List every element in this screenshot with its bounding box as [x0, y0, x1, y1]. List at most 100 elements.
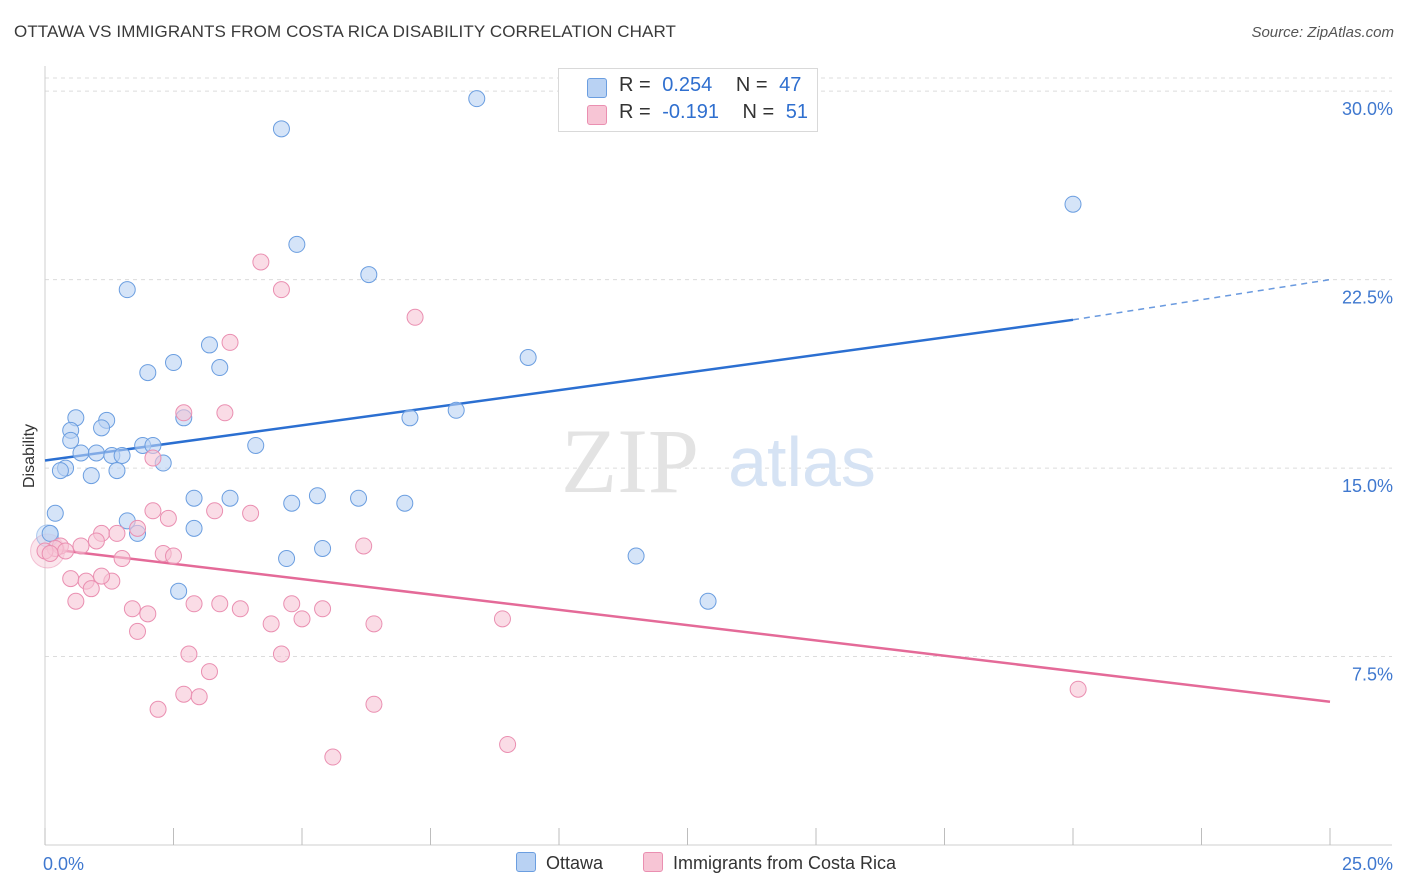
x-tick-label: 0.0% [43, 854, 84, 874]
costa-rica-point [67, 592, 85, 610]
ottawa-point [51, 462, 69, 480]
costa-rica-point [113, 550, 131, 568]
ottawa-point [283, 494, 301, 512]
costa-rica-point [242, 504, 260, 522]
watermark-atlas: atlas [728, 423, 876, 501]
ottawa-point [185, 489, 203, 507]
costa-rica-point [175, 404, 193, 422]
ottawa-point [46, 504, 64, 522]
ottawa-point [308, 487, 326, 505]
costa-rica-point [293, 610, 311, 628]
costa-rica-point [272, 281, 290, 299]
costa-rica-point [139, 605, 157, 623]
costa-rica-point [123, 600, 141, 618]
costa-rica-r-value: -0.191 [662, 101, 719, 123]
ottawa-point [211, 359, 229, 377]
costa-rica-point [57, 542, 75, 560]
costa-rica-point [493, 610, 511, 628]
ottawa-point [87, 444, 105, 462]
ottawa-point [108, 462, 126, 480]
ottawa-point [72, 444, 90, 462]
costa-rica-point [180, 645, 198, 663]
ottawa-point [272, 120, 290, 138]
costa-rica-point [272, 645, 290, 663]
costa-rica-point [159, 509, 177, 527]
ottawa-n-label: N = [735, 74, 768, 96]
ottawa-trend-line [44, 318, 1074, 462]
costa-rica-point [314, 600, 332, 618]
ottawa-point [401, 409, 419, 427]
costa-rica-point [1069, 680, 1087, 698]
costa-rica-point [365, 695, 383, 713]
watermark-zip: ZIP [561, 410, 699, 512]
costa-rica-trend-line [44, 547, 1331, 704]
axes [44, 66, 1392, 846]
ottawa-point [41, 524, 59, 542]
costa-rica-point [252, 253, 270, 271]
costa-rica-point [216, 404, 234, 422]
ottawa-point [1064, 195, 1082, 213]
ottawa-point [278, 550, 296, 568]
ottawa-point [82, 467, 100, 485]
costa-rica-point [324, 748, 342, 766]
ottawa-point [468, 90, 486, 108]
source-credit: Source: ZipAtlas.com [1251, 24, 1394, 41]
ottawa-swatch [587, 78, 607, 98]
costa-rica-point [355, 537, 373, 555]
costa-rica-point [499, 735, 517, 753]
ottawa-point [396, 494, 414, 512]
y-axis-title: Disability [21, 424, 38, 488]
costa-rica-r-label: R = [619, 101, 651, 123]
costa-rica-point [144, 502, 162, 520]
ottawa-r-label: R = [619, 74, 651, 96]
costa-rica-n-value: 51 [785, 101, 809, 123]
y-tick-label: 15.0% [1342, 476, 1393, 496]
y-tick-label: 7.5% [1352, 665, 1393, 685]
ottawa-point [360, 266, 378, 284]
legend-row-ottawa: R = 0.254 N = 47 [559, 74, 817, 100]
costa-rica-point [149, 700, 167, 718]
costa-rica-point [200, 663, 218, 681]
y-tick-label: 30.0% [1342, 99, 1393, 119]
costa-rica-swatch [587, 105, 607, 125]
axis-labels: 7.5% 15.0% 22.5% 30.0% 0.0% 25.0% Disability [21, 99, 1393, 874]
costa-rica-point [41, 545, 59, 563]
correlation-legend: R = 0.254 N = 47 R = -0.191 N = 51 [558, 68, 818, 132]
costa-rica-point [87, 532, 105, 550]
ottawa-point [350, 489, 368, 507]
ottawa-r-value: 0.254 [662, 74, 713, 96]
ottawa-point [519, 348, 537, 366]
ottawa-point [314, 539, 332, 557]
ottawa-point [221, 489, 239, 507]
costa-rica-point [211, 595, 229, 613]
legend-item-ottawa: Ottawa [516, 852, 603, 874]
ottawa-point [200, 336, 218, 354]
ottawa-point [247, 436, 265, 454]
costa-rica-point [262, 615, 280, 633]
ottawa-point [113, 447, 131, 464]
costa-rica-point [144, 449, 162, 467]
ottawa-trend-extension [1072, 278, 1331, 321]
ottawa-legend-swatch [516, 852, 536, 872]
costa-rica-point [206, 502, 224, 520]
costa-rica-point [165, 547, 182, 565]
ottawa-point [62, 431, 80, 449]
y-tick-label: 22.5% [1342, 288, 1393, 308]
costa-rica-point [283, 595, 301, 613]
costa-rica-n-label: N = [742, 101, 775, 123]
ottawa-point [699, 592, 717, 610]
ottawa-point [118, 281, 136, 299]
x-tick-label: 25.0% [1342, 854, 1393, 874]
chart-title: OTTAWA VS IMMIGRANTS FROM COSTA RICA DIS… [14, 22, 677, 41]
costa-rica-point [406, 308, 424, 326]
costa-rica-point [185, 595, 203, 613]
data-points [30, 90, 1087, 766]
costa-rica-point [365, 615, 383, 633]
costa-rica-point [231, 600, 249, 618]
costa-rica-point [62, 570, 80, 588]
ottawa-point [93, 419, 111, 437]
costa-rica-point [190, 688, 208, 706]
costa-rica-point [129, 622, 147, 640]
watermark: ZIP atlas [561, 410, 876, 512]
